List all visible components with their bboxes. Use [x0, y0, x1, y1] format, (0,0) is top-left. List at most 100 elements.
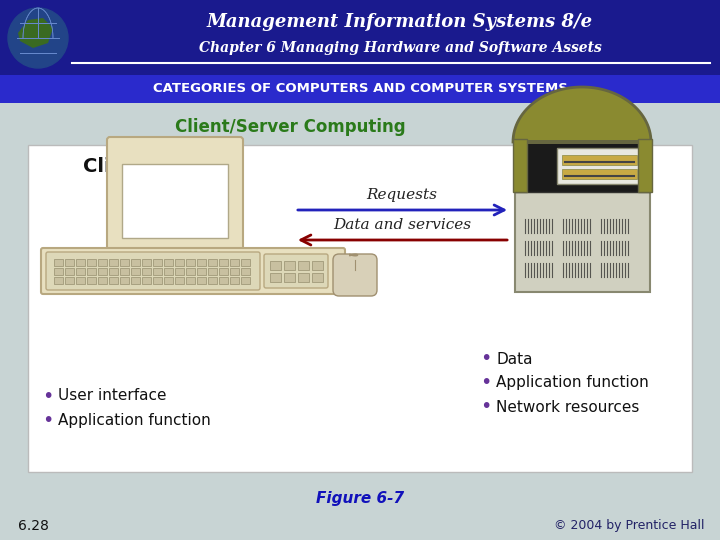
Bar: [638, 139, 652, 192]
Bar: [98, 268, 107, 275]
Bar: [153, 277, 162, 284]
Bar: [312, 273, 323, 282]
Bar: [230, 277, 239, 284]
Bar: [54, 277, 63, 284]
Bar: [219, 268, 228, 275]
Text: CATEGORIES OF COMPUTERS AND COMPUTER SYSTEMS: CATEGORIES OF COMPUTERS AND COMPUTER SYS…: [153, 83, 567, 96]
Bar: [65, 277, 74, 284]
Bar: [562, 169, 637, 179]
Bar: [230, 268, 239, 275]
Bar: [142, 259, 151, 266]
Bar: [230, 259, 239, 266]
Bar: [28, 145, 692, 472]
Circle shape: [8, 8, 68, 68]
Bar: [140, 259, 210, 265]
Bar: [298, 261, 309, 270]
Bar: [76, 268, 85, 275]
Bar: [131, 259, 140, 266]
Bar: [0, 0, 720, 75]
Bar: [186, 277, 195, 284]
Bar: [109, 259, 118, 266]
Bar: [54, 259, 63, 266]
Bar: [142, 268, 151, 275]
Bar: [120, 277, 129, 284]
Bar: [109, 268, 118, 275]
Bar: [65, 259, 74, 266]
Bar: [557, 148, 642, 184]
FancyBboxPatch shape: [264, 254, 328, 288]
Bar: [164, 259, 173, 266]
Text: Application function: Application function: [496, 375, 649, 390]
FancyBboxPatch shape: [333, 254, 377, 296]
Bar: [197, 268, 206, 275]
Bar: [131, 268, 140, 275]
Bar: [76, 277, 85, 284]
Bar: [197, 259, 206, 266]
Text: •: •: [480, 374, 491, 393]
Bar: [153, 268, 162, 275]
Text: Server: Server: [554, 158, 626, 177]
Bar: [208, 259, 217, 266]
Bar: [175, 259, 184, 266]
Bar: [164, 277, 173, 284]
Bar: [109, 277, 118, 284]
Text: Figure 6-7: Figure 6-7: [316, 490, 404, 505]
Bar: [65, 268, 74, 275]
Text: Requests: Requests: [366, 188, 438, 202]
Bar: [562, 155, 637, 165]
Bar: [167, 248, 183, 262]
Bar: [513, 139, 527, 192]
Text: Data: Data: [496, 352, 533, 367]
Bar: [122, 164, 228, 238]
Bar: [153, 259, 162, 266]
FancyBboxPatch shape: [46, 252, 260, 290]
Bar: [186, 268, 195, 275]
Bar: [76, 259, 85, 266]
Bar: [241, 277, 250, 284]
Bar: [241, 259, 250, 266]
Text: Chapter 6 Managing Hardware and Software Assets: Chapter 6 Managing Hardware and Software…: [199, 41, 601, 55]
Text: •: •: [480, 397, 491, 416]
Bar: [515, 142, 650, 192]
Bar: [219, 277, 228, 284]
Bar: [298, 273, 309, 282]
Bar: [219, 259, 228, 266]
Text: © 2004 by Prentice Hall: © 2004 by Prentice Hall: [554, 519, 705, 532]
Bar: [98, 277, 107, 284]
Text: •: •: [42, 387, 53, 406]
FancyBboxPatch shape: [107, 137, 243, 253]
Bar: [120, 268, 129, 275]
Bar: [131, 277, 140, 284]
Bar: [208, 277, 217, 284]
Bar: [87, 259, 96, 266]
Text: Client: Client: [83, 158, 147, 177]
Text: Data and services: Data and services: [333, 218, 471, 232]
Bar: [186, 259, 195, 266]
Bar: [284, 261, 295, 270]
Bar: [312, 261, 323, 270]
Bar: [241, 268, 250, 275]
Bar: [98, 259, 107, 266]
Bar: [270, 261, 281, 270]
Polygon shape: [513, 87, 651, 142]
Text: 6.28: 6.28: [18, 519, 49, 533]
Bar: [54, 268, 63, 275]
Bar: [515, 192, 650, 292]
FancyBboxPatch shape: [41, 248, 345, 294]
Text: Client/Server Computing: Client/Server Computing: [175, 118, 405, 136]
Bar: [0, 75, 720, 103]
Bar: [142, 277, 151, 284]
Bar: [120, 259, 129, 266]
Bar: [208, 268, 217, 275]
Text: User interface: User interface: [58, 388, 166, 403]
Text: •: •: [42, 410, 53, 429]
Bar: [197, 277, 206, 284]
Bar: [175, 268, 184, 275]
Text: Network resources: Network resources: [496, 400, 639, 415]
Polygon shape: [18, 18, 53, 48]
Bar: [175, 277, 184, 284]
Text: Management Information Systems 8/e: Management Information Systems 8/e: [207, 13, 593, 31]
Bar: [270, 273, 281, 282]
Bar: [87, 277, 96, 284]
Bar: [87, 268, 96, 275]
